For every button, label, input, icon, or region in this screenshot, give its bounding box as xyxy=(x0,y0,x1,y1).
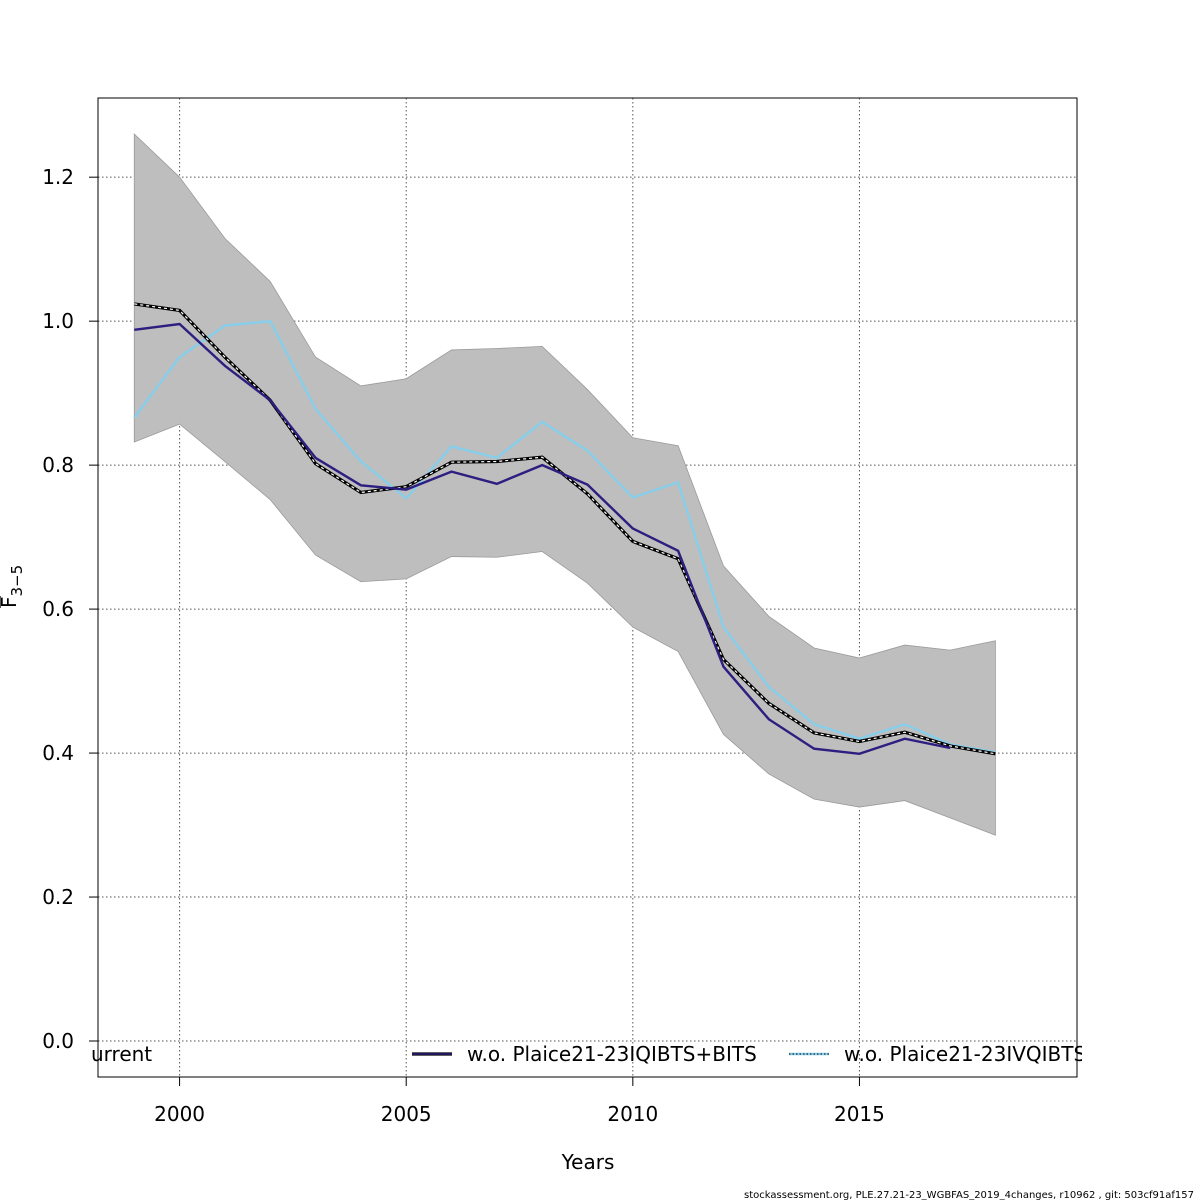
x-tick-label-2010: 2010 xyxy=(607,1102,658,1126)
plot-frame xyxy=(97,97,1078,1078)
footer-caption: stockassessment.org, PLE.27.21-23_WGBFAS… xyxy=(744,1190,1194,1200)
series-line-1 xyxy=(134,322,951,756)
legend-label-1: w.o. Plaice21-23IQIBTS+BITS xyxy=(467,1042,757,1066)
series-line-2 xyxy=(133,319,996,754)
y-axis: 0.0 0.2 0.4 0.6 0.8 1.0 1.2 xyxy=(42,165,98,1053)
y-axis-title-main: F xyxy=(0,596,21,608)
confidence-band xyxy=(133,133,996,836)
legend-label-2: w.o. Plaice21-23IVQIBTS xyxy=(844,1042,1086,1066)
x-axis-title: Years xyxy=(561,1150,615,1174)
y-tick-label-1.0: 1.0 xyxy=(42,309,74,333)
x-axis: 2000 2005 2010 2015 xyxy=(154,1077,885,1126)
x-tick-label-2000: 2000 xyxy=(154,1102,205,1126)
confidence-band-layer xyxy=(133,133,996,836)
y-axis-title: F3−5 xyxy=(0,565,26,608)
svg-text:F3−5: F3−5 xyxy=(0,565,26,608)
legend-label-current: urrent xyxy=(91,1042,152,1066)
y-tick-label-0.4: 0.4 xyxy=(42,741,74,765)
x-tick-label-2015: 2015 xyxy=(834,1102,885,1126)
y-axis-title-subscript: 3−5 xyxy=(8,565,26,597)
y-tick-label-1.2: 1.2 xyxy=(42,165,74,189)
y-tick-label-0.0: 0.0 xyxy=(42,1029,74,1053)
y-tick-label-0.8: 0.8 xyxy=(42,453,74,477)
y-tick-label-0.6: 0.6 xyxy=(42,597,74,621)
y-tick-label-0.2: 0.2 xyxy=(42,885,74,909)
series-layer xyxy=(133,302,996,756)
legend: urrent w.o. Plaice21-23IQIBTS+BITS w.o. Pl… xyxy=(91,1042,1086,1066)
x-tick-label-2005: 2005 xyxy=(381,1102,432,1126)
grid-lines xyxy=(98,98,1077,1077)
